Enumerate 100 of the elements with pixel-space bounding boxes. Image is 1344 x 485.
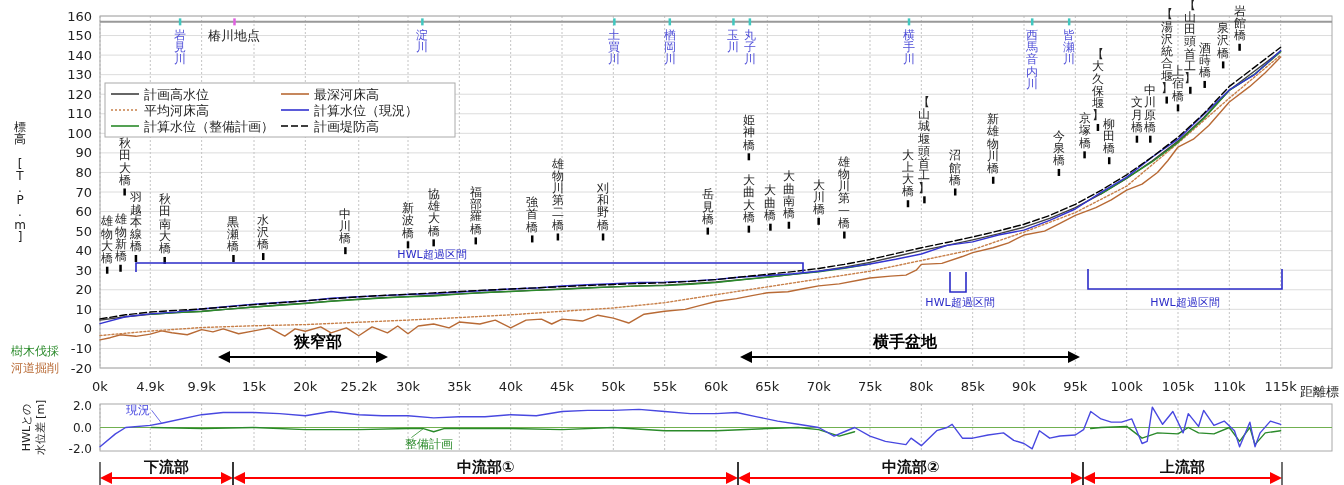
data-label: 沼館橋	[949, 148, 962, 187]
data-label: 泉沢橋	[1217, 21, 1230, 60]
x-axis-title: 距離標	[1300, 383, 1339, 399]
data-label: 岩館橋	[1233, 3, 1246, 43]
x-tick-label: 85k	[960, 378, 986, 394]
text: 標高 [T.P.m]	[14, 119, 26, 244]
x-tick-label: 4.9k	[136, 378, 165, 394]
series-label: 整備計画	[405, 436, 454, 451]
data-label: 楢岡川	[663, 27, 676, 67]
y-tick-label: 70	[75, 184, 92, 200]
data-label: 秋田南大橋	[158, 192, 171, 256]
data-label: 福部羅橋	[469, 184, 482, 236]
data-label: 中川橋	[339, 206, 352, 246]
legend-label: 平均河床高	[144, 102, 209, 118]
data-label: 淀川	[416, 27, 429, 55]
data-label: 雄物新橋	[113, 212, 127, 264]
x-tick-label: 45k	[549, 378, 575, 394]
y-tick-label: 90	[75, 145, 92, 161]
annotation: 横手盆地	[872, 332, 938, 351]
y-tick-label: 0	[83, 321, 92, 337]
y-tick-label: 60	[75, 204, 92, 220]
x-tick-label: 30k	[395, 378, 421, 394]
data-label: 水沢橋	[257, 212, 270, 252]
data-label: 岳見橋	[701, 187, 714, 226]
data-label: 玉川	[727, 27, 740, 55]
legend-label: 計算水位（現況）	[314, 102, 418, 118]
data-label: 【山城堰頭首工】	[917, 94, 931, 195]
data-label: 大曲大橋	[742, 173, 755, 224]
y-tick-label: 80	[75, 164, 92, 180]
annotation: 狭窄部	[293, 332, 342, 351]
y-tick-label: 10	[75, 301, 92, 317]
data-label: 新雄物川橋	[986, 112, 1000, 176]
line-series	[150, 426, 856, 437]
data-label: 文月橋	[1130, 95, 1143, 134]
text: 樹木伐採	[11, 344, 59, 358]
x-tick-label: 55k	[652, 378, 678, 394]
legend-label: 計画堤防高	[314, 118, 379, 134]
y-tick-label: 100	[67, 125, 92, 141]
x-tick-label: 25.2k	[340, 378, 378, 394]
data-label: 【大久保堰】	[1090, 47, 1104, 123]
data-label: 西馬音内川	[1025, 27, 1039, 91]
legend-label: 計算水位（整備計画）	[144, 118, 274, 134]
y-tick-label: 120	[67, 86, 92, 102]
data-label: 雄物川第一橋	[837, 154, 851, 230]
text: 中流部②	[881, 458, 940, 476]
annotation: HWL超過区間	[397, 248, 467, 261]
line-series	[1090, 425, 1282, 446]
data-label: 今泉橋	[1052, 128, 1065, 168]
y-tick-label: 50	[75, 223, 92, 239]
y-tick-label: 130	[67, 67, 92, 83]
data-label: 酒蒔橋	[1198, 40, 1211, 80]
y-axis-title: HWLとの水位差 [m]	[20, 399, 47, 456]
text: 中流部①	[456, 458, 515, 476]
y-tick-label: -20	[70, 360, 92, 376]
text: 下流部	[143, 458, 189, 476]
data-label: 皆瀬川	[1063, 27, 1076, 67]
x-tick-label: 90k	[1011, 378, 1037, 394]
x-tick-label: 65k	[755, 378, 780, 394]
legend-label: 計画高水位	[144, 86, 209, 102]
x-tick-label: 20k	[293, 378, 318, 394]
x-tick-label: 105k	[1161, 378, 1195, 394]
data-label: 黒瀬橋	[227, 214, 240, 254]
y-tick-label: -10	[70, 340, 92, 356]
x-tick-label: 75k	[857, 378, 883, 394]
y-tick-label: 160	[67, 8, 92, 24]
text: 河道掘削	[11, 361, 59, 375]
x-tick-label: 70k	[806, 378, 832, 394]
y-tick-label: 40	[75, 243, 92, 259]
y-tick-label: 30	[75, 262, 92, 278]
y-tick-label: 140	[67, 47, 92, 63]
line-series	[99, 406, 1282, 450]
data-label: 大曲橋	[764, 183, 777, 222]
y-tick-label: 0.0	[72, 420, 92, 435]
data-label: 秋田大橋	[118, 136, 131, 187]
data-label: 横手川	[903, 27, 916, 67]
data-label: 新波橋	[402, 201, 414, 240]
legend-label: 最深河床高	[314, 86, 379, 102]
x-tick-label: 0k	[92, 378, 109, 394]
data-label: 岩見川	[174, 27, 187, 67]
y-tick-label: 110	[67, 106, 92, 122]
data-label: 【湯沢統合堰】	[1159, 7, 1173, 95]
x-tick-label: 110k	[1213, 378, 1246, 394]
annotation: HWL超過区間	[1150, 296, 1220, 309]
data-label: 柳田橋	[1103, 116, 1116, 156]
x-tick-label: 15k	[241, 378, 267, 394]
data-label: 丸子川	[743, 27, 756, 67]
x-tick-label: 95k	[1063, 378, 1088, 394]
y-tick-label: 20	[75, 282, 92, 298]
data-label: 上宿橋	[1172, 64, 1184, 103]
data-label: 土買川	[608, 27, 621, 67]
x-tick-label: 60k	[703, 378, 729, 394]
data-label: 雄物大橋	[100, 214, 114, 265]
data-label: 刈和野橋	[596, 181, 610, 232]
data-label: 大上大橋	[901, 147, 914, 199]
data-label: 強首橋	[526, 195, 539, 234]
x-tick-label: 115k	[1264, 378, 1298, 394]
x-tick-label: 9.9k	[187, 378, 217, 394]
data-label: 羽越本線橋	[128, 190, 142, 254]
data-label: 姫神橋	[742, 113, 755, 152]
y-tick-label: -2.0	[68, 441, 92, 456]
